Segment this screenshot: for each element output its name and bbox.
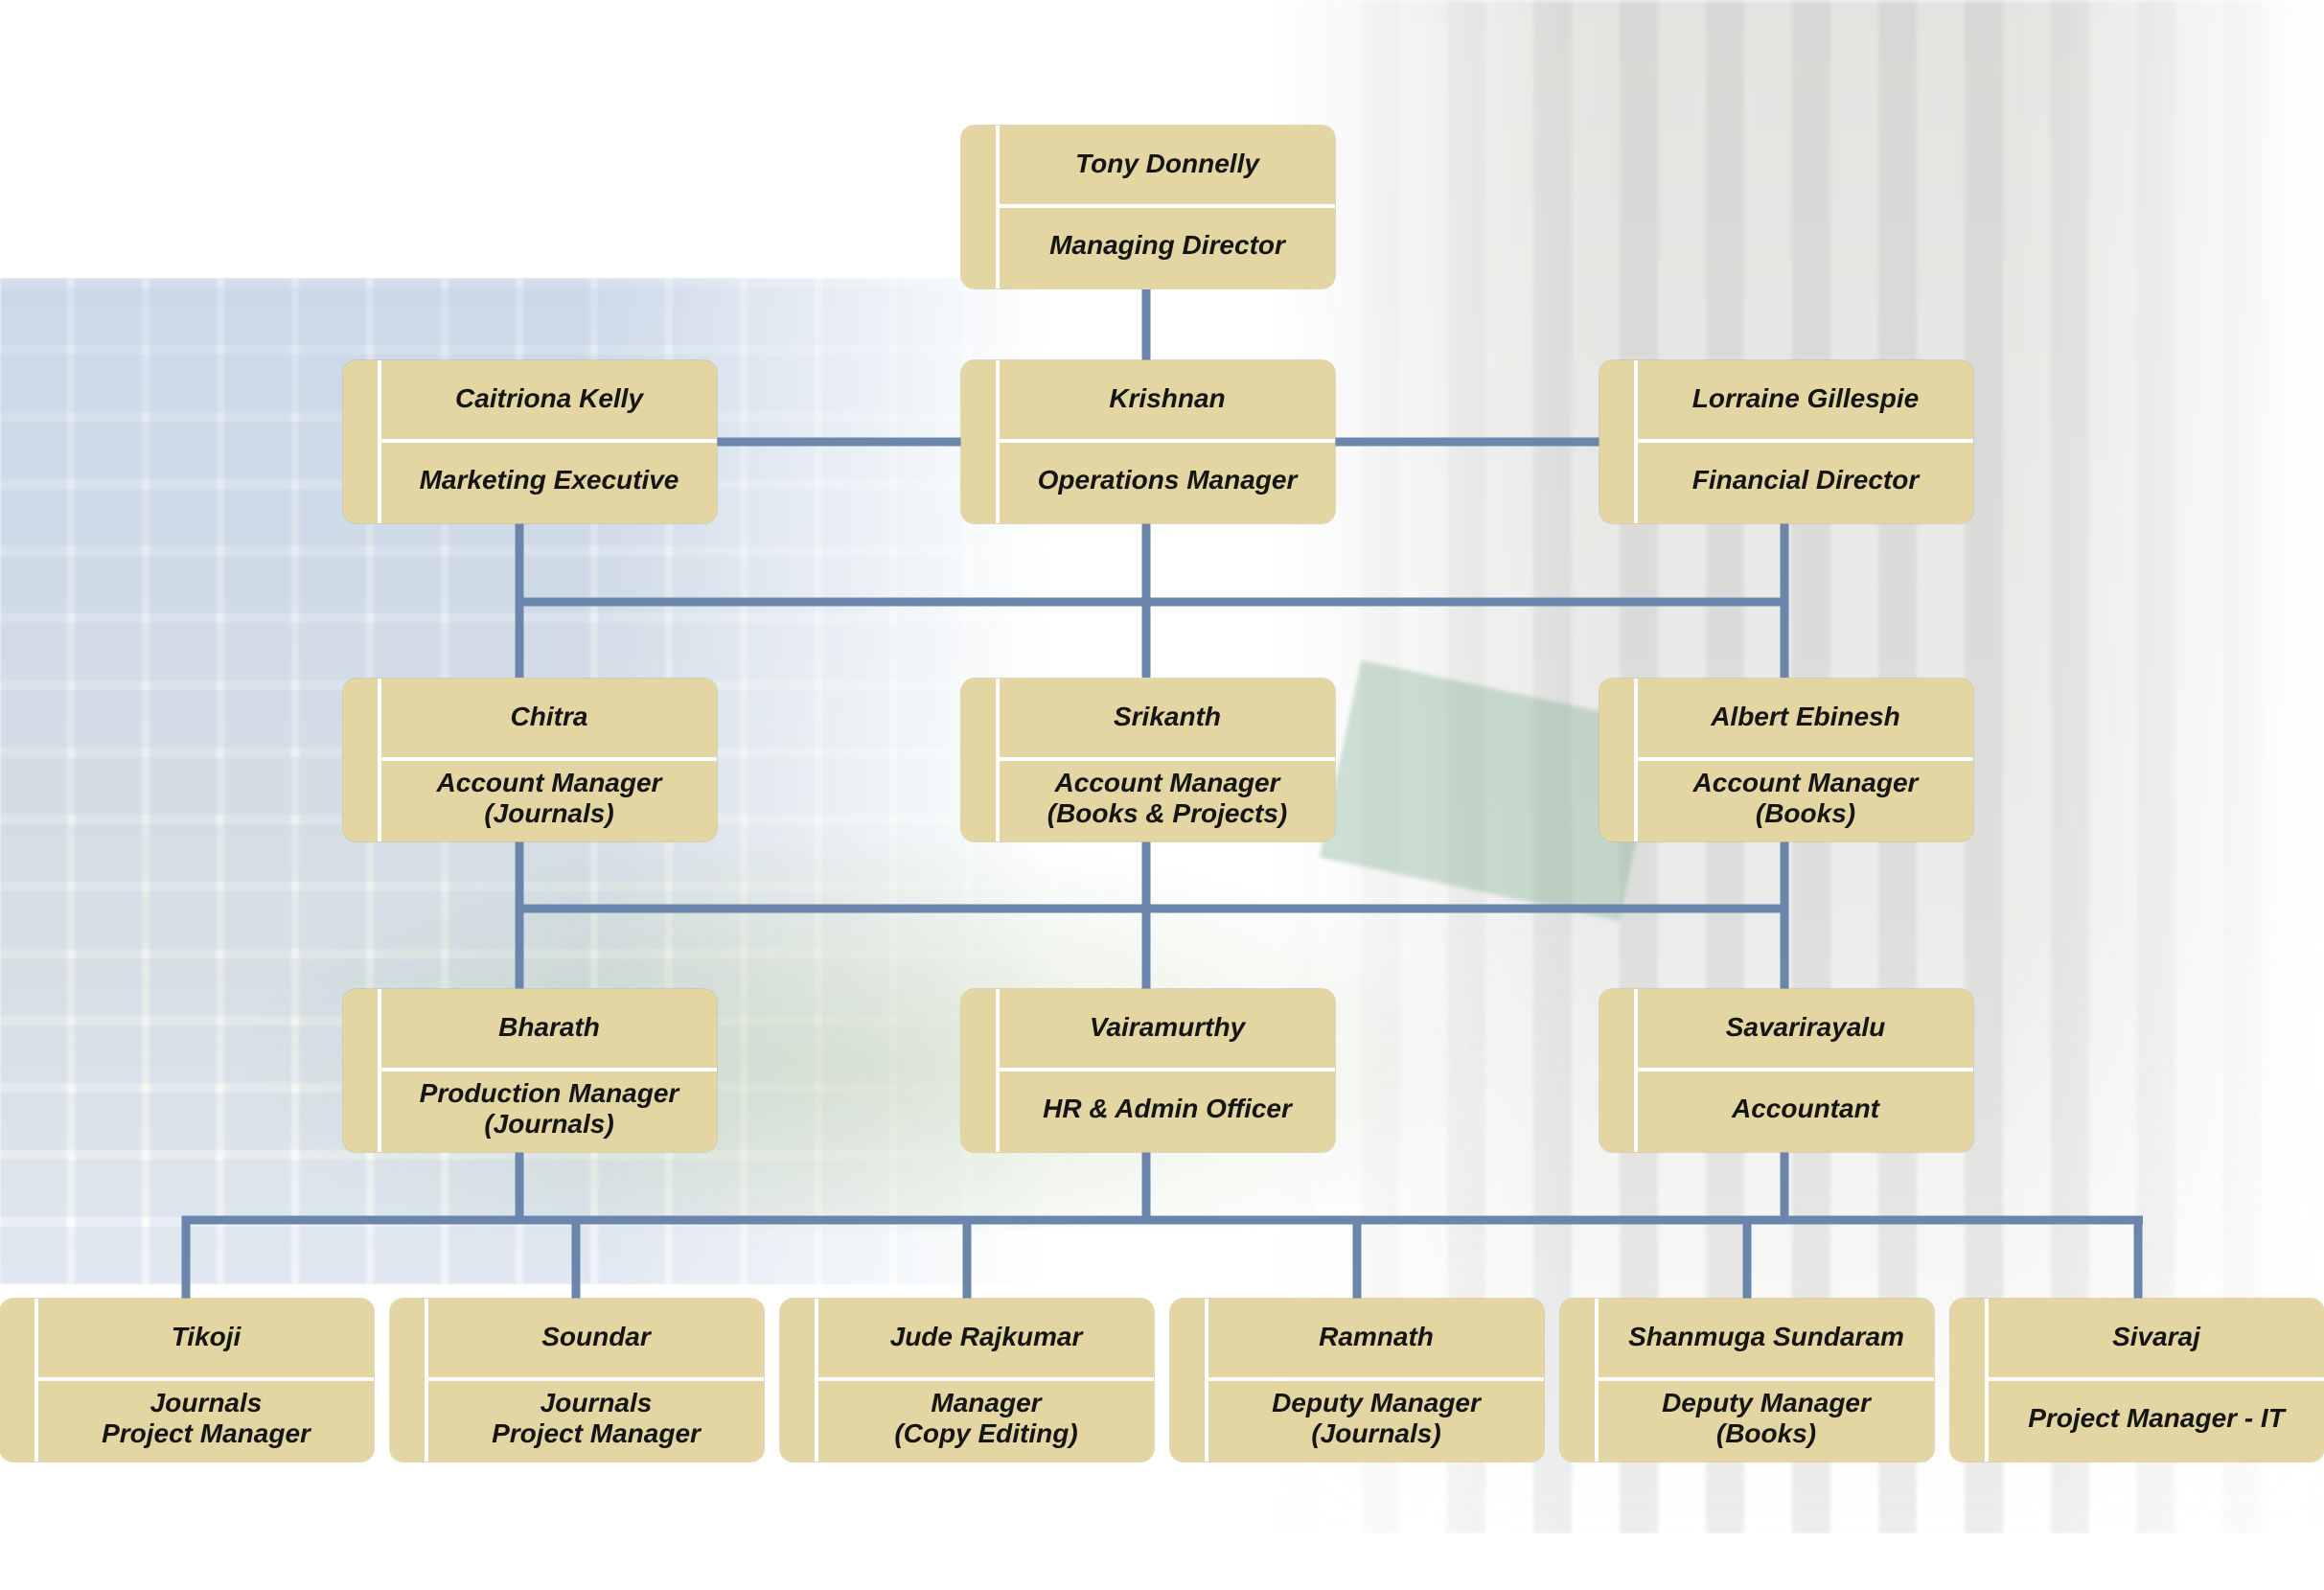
node-deputy-manager-journals: Ramnath Deputy Manager (Journals)	[1170, 1299, 1544, 1462]
node-account-manager-books: Albert Ebinesh Account Manager (Books)	[1599, 679, 1973, 841]
node-manager-copy-editing: Jude Rajkumar Manager (Copy Editing)	[780, 1299, 1154, 1462]
node-managing-director: Tony Donnelly Managing Director	[961, 126, 1335, 288]
node-role: Manager (Copy Editing)	[894, 1388, 1078, 1448]
node-role: Account Manager (Journals)	[436, 768, 662, 828]
node-name: Soundar	[541, 1322, 651, 1351]
node-name: Srikanth	[1113, 702, 1222, 731]
node-name: Lorraine Gillespie	[1691, 383, 1920, 413]
node-role: Operations Manager	[1037, 465, 1298, 495]
node-accountant: Savarirayalu Accountant	[1599, 989, 1973, 1152]
node-name: Vairamurthy	[1089, 1012, 1246, 1042]
node-role: Financial Director	[1691, 465, 1920, 495]
node-name: Sivaraj	[2112, 1322, 2200, 1351]
node-name: Caitriona Kelly	[454, 383, 644, 413]
node-name: Savarirayalu	[1725, 1012, 1886, 1042]
node-role: Deputy Manager (Books)	[1662, 1388, 1871, 1448]
node-role: HR & Admin Officer	[1043, 1094, 1292, 1123]
node-operations-manager: Krishnan Operations Manager	[961, 360, 1335, 523]
node-deputy-manager-books: Shanmuga Sundaram Deputy Manager (Books)	[1560, 1299, 1934, 1462]
node-name: Krishnan	[1109, 383, 1226, 413]
node-journals-project-manager-1: Tikoji Journals Project Manager	[0, 1299, 374, 1462]
node-role: Accountant	[1732, 1094, 1879, 1123]
node-role: Account Manager (Books & Projects)	[1047, 768, 1288, 828]
node-name: Bharath	[498, 1012, 600, 1042]
node-role: Account Manager (Books)	[1692, 768, 1919, 828]
node-name: Albert Ebinesh	[1711, 702, 1900, 731]
node-role: Marketing Executive	[419, 465, 679, 495]
node-role: Deputy Manager (Journals)	[1272, 1388, 1481, 1448]
node-name: Ramnath	[1319, 1322, 1434, 1351]
node-name: Chitra	[510, 702, 588, 731]
node-name: Tikoji	[171, 1322, 242, 1351]
node-role: Managing Director	[1049, 230, 1285, 260]
node-financial-director: Lorraine Gillespie Financial Director	[1599, 360, 1973, 523]
node-account-manager-books-projects: Srikanth Account Manager (Books & Projec…	[961, 679, 1335, 841]
node-role: Project Manager - IT	[2028, 1403, 2285, 1433]
node-name: Shanmuga Sundaram	[1628, 1322, 1904, 1351]
node-production-manager: Bharath Production Manager (Journals)	[343, 989, 717, 1152]
node-account-manager-journals: Chitra Account Manager (Journals)	[343, 679, 717, 841]
node-journals-project-manager-2: Soundar Journals Project Manager	[390, 1299, 764, 1462]
node-marketing-executive: Caitriona Kelly Marketing Executive	[343, 360, 717, 523]
node-name: Jude Rajkumar	[889, 1322, 1083, 1351]
node-role: Production Manager (Journals)	[419, 1078, 679, 1139]
node-hr-admin-officer: Vairamurthy HR & Admin Officer	[961, 989, 1335, 1152]
node-role: Journals Project Manager	[102, 1388, 311, 1448]
node-role: Journals Project Manager	[492, 1388, 701, 1448]
node-name: Tony Donnelly	[1075, 149, 1259, 178]
node-project-manager-it: Sivaraj Project Manager - IT	[1950, 1299, 2324, 1462]
